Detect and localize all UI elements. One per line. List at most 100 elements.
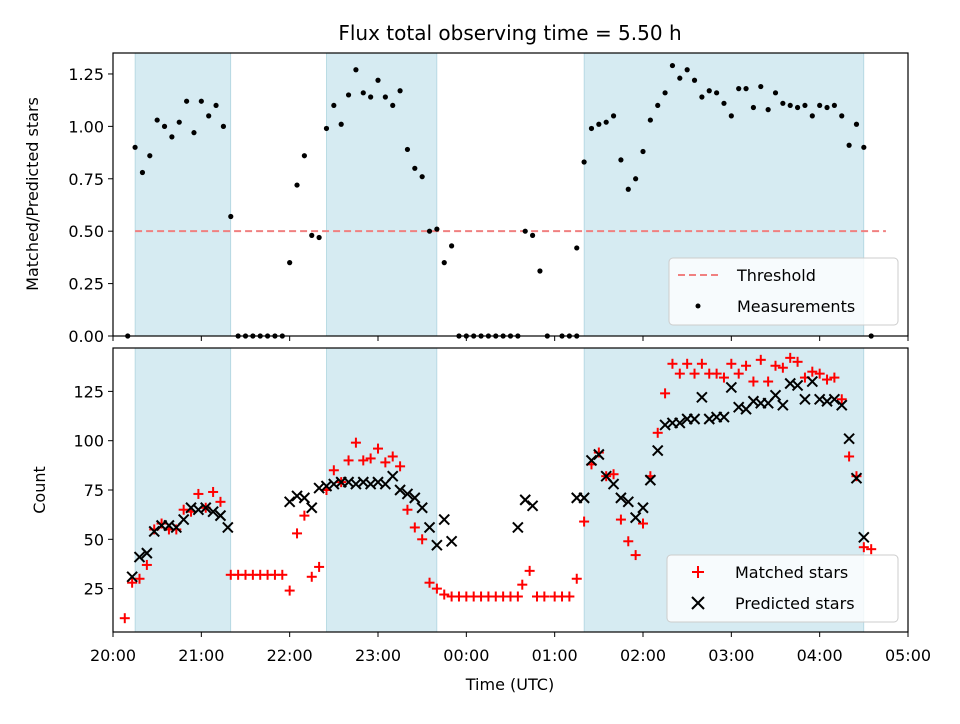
legend-measurements-label: Measurements xyxy=(737,297,855,316)
predicted-star-point xyxy=(283,496,296,508)
predicted-star-point xyxy=(148,525,160,538)
measurement-point xyxy=(824,104,830,111)
measurement-point xyxy=(699,94,705,100)
measurement-point xyxy=(831,102,837,109)
measurement-point xyxy=(787,102,793,109)
predicted-star-point xyxy=(585,454,598,467)
matched-star-point xyxy=(696,358,707,369)
measurement-point xyxy=(750,104,757,111)
matched-star-point xyxy=(127,577,138,588)
bottom-y-axis-label: Count xyxy=(30,466,49,514)
measurement-point xyxy=(434,226,440,232)
measurement-point xyxy=(390,102,396,109)
matched-star-point xyxy=(711,368,722,379)
measurement-point xyxy=(147,153,153,159)
predicted-star-point xyxy=(416,502,428,514)
predicted-star-point xyxy=(836,399,848,411)
measurement-point xyxy=(706,88,712,94)
matched-star-point xyxy=(517,579,528,590)
observing-interval-shade xyxy=(326,52,438,337)
matched-star-point xyxy=(571,573,582,584)
matched-star-point xyxy=(630,550,641,561)
measurement-point xyxy=(426,228,433,234)
matched-star-point xyxy=(417,534,428,545)
matched-star-point xyxy=(689,368,700,379)
predicted-star-point xyxy=(799,393,811,405)
predicted-star-point xyxy=(394,484,406,496)
matched-star-point xyxy=(623,536,634,547)
matched-star-point xyxy=(777,362,788,373)
measurement-point xyxy=(522,228,528,234)
matched-star-point xyxy=(674,368,685,379)
matched-star-point xyxy=(178,504,189,515)
measurement-point xyxy=(353,67,359,73)
measurement-point xyxy=(758,83,764,90)
predicted-star-point xyxy=(438,513,450,526)
predicted-star-point xyxy=(222,521,234,534)
measurement-point xyxy=(419,174,425,180)
top-panel: 0.00 0.25 0.50 0.75 1.00 1.25 Flux total obse… xyxy=(23,21,909,346)
matched-star-point xyxy=(119,613,130,624)
top-legend-box xyxy=(668,257,899,326)
measurement-point xyxy=(581,159,587,165)
matched-star-point xyxy=(741,360,752,371)
measurement-point xyxy=(184,98,190,104)
measurement-point xyxy=(154,117,160,123)
measurement-point xyxy=(655,102,661,109)
predicted-star-point xyxy=(207,505,219,518)
matched-star-point xyxy=(770,360,781,371)
matched-star-point xyxy=(866,544,877,555)
predicted-star-point xyxy=(806,375,819,388)
predicted-star-point xyxy=(769,389,782,402)
measurement-point xyxy=(161,123,168,129)
measurement-point xyxy=(368,94,374,100)
legend-threshold-label: Threshold xyxy=(736,266,816,285)
matched-star-point xyxy=(141,559,152,570)
measurement-point xyxy=(309,232,315,238)
predicted-star-point xyxy=(696,391,708,404)
x-tick-label: 22:00 xyxy=(267,646,313,665)
x-tick-label: 23:00 xyxy=(355,646,401,665)
measurement-point xyxy=(596,121,602,127)
predicted-star-point xyxy=(688,413,701,425)
measurement-point xyxy=(287,260,293,266)
y-tick-label: 0.00 xyxy=(68,327,104,346)
predicted-star-point xyxy=(306,502,318,514)
measurement-point xyxy=(839,113,845,119)
matched-star-point xyxy=(652,427,663,438)
y-tick-label: 0.50 xyxy=(68,222,104,241)
predicted-star-point xyxy=(526,500,539,512)
predicted-star-point xyxy=(445,535,458,547)
y-tick-label: 100 xyxy=(73,432,104,451)
measurement-point xyxy=(684,67,690,73)
matched-star-point xyxy=(792,356,803,367)
measurement-point xyxy=(338,121,344,127)
matched-star-point xyxy=(660,388,671,399)
predicted-star-point xyxy=(843,433,855,445)
matched-star-point xyxy=(829,372,840,383)
measurement-point xyxy=(772,90,779,96)
measurement-point xyxy=(846,142,852,148)
predicted-star-point xyxy=(622,496,634,508)
predicted-star-point xyxy=(431,539,443,551)
measurement-point xyxy=(537,268,543,274)
measurement-point xyxy=(397,88,403,94)
legend-measurements-swatch xyxy=(695,303,701,309)
measurement-point xyxy=(404,146,411,153)
matched-star-point xyxy=(638,518,648,529)
measurement-point xyxy=(323,125,330,132)
measurement-point xyxy=(677,75,683,81)
chart-title: Flux total observing time = 5.50 h xyxy=(338,21,681,45)
measurement-point xyxy=(603,119,609,125)
matched-star-point xyxy=(284,585,295,596)
matched-star-point xyxy=(292,528,303,539)
measurement-point xyxy=(610,113,617,119)
predicted-star-point xyxy=(725,381,738,394)
measurement-point xyxy=(169,134,175,140)
predicted-star-point xyxy=(644,474,657,486)
matched-star-point xyxy=(193,488,204,499)
matched-star-point xyxy=(807,366,818,377)
measurement-point xyxy=(861,144,867,150)
predicted-star-point xyxy=(387,470,399,482)
matched-star-point xyxy=(134,573,145,584)
